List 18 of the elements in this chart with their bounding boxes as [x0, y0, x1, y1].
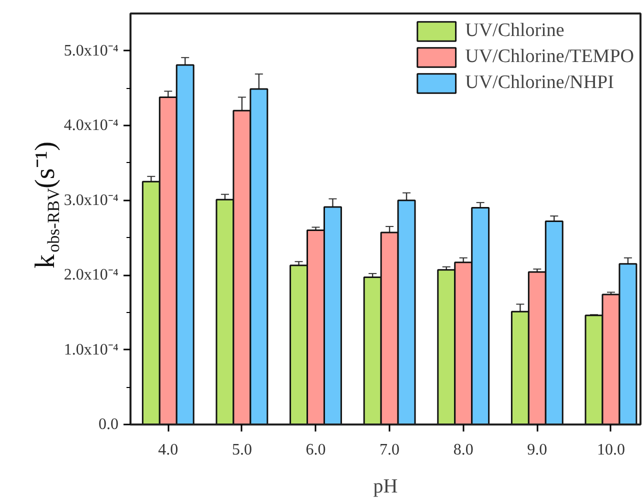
x-tick-label: 7.0	[380, 442, 400, 458]
x-tick-label: 10.0	[596, 442, 625, 458]
x-tick-label: 6.0	[306, 442, 326, 458]
y-tick-label: 0.0	[98, 416, 118, 433]
legend-label: UV/Chlorine/NHPI	[465, 72, 614, 94]
x-tick-label: 8.0	[453, 442, 474, 458]
y-tick-label: 1.0x10⁻⁴	[64, 341, 119, 358]
legend-label: UV/Chlorine/TEMPO	[465, 46, 634, 68]
legend-label: UV/Chlorine	[465, 20, 564, 42]
x-tick-label: 5.0	[232, 442, 252, 458]
y-tick-label: 4.0x10⁻⁴	[64, 117, 119, 134]
y-tick-label: 5.0x10⁻⁴	[64, 42, 119, 60]
x-tick-label: 9.0	[527, 442, 548, 458]
y-tick-label: 2.0x10⁻⁴	[64, 266, 119, 284]
x-axis-title: pH	[373, 476, 398, 498]
y-tick-label: 3.0x10⁻⁴	[64, 192, 119, 209]
y-axis-title: kobs-RBV(s⁻¹)	[30, 141, 63, 268]
x-tick-label: 4.0	[158, 442, 178, 458]
